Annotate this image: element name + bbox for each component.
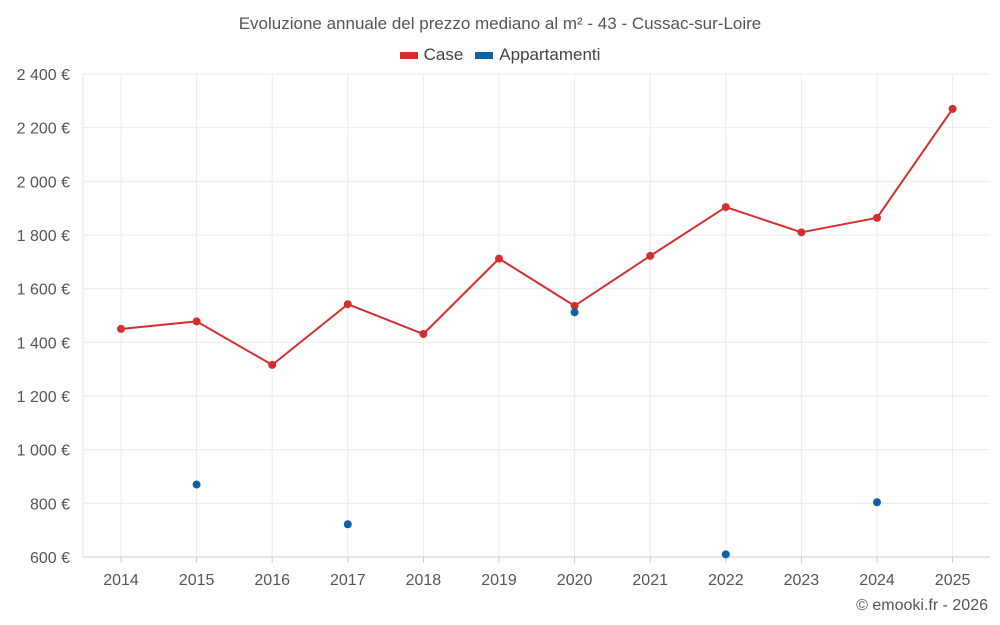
data-point-case-2014 [117,324,125,333]
data-point-appartamenti-2020 [570,308,579,317]
x-tick-label: 2015 [179,572,215,589]
y-tick-label: 2 200 € [17,121,70,138]
data-point-case-2025 [948,104,957,113]
y-tick-label: 600 € [30,550,70,567]
grid [83,73,990,558]
data-point-case-2020 [570,301,579,310]
axes: 600 € 800 € 1 000 € 1 200 € 1 400 € 1 600 € 1 … [17,67,990,589]
x-tick-label: 2025 [935,572,971,589]
x-tick-label: 2018 [406,572,442,589]
chart-title: Evoluzione annuale del prezzo mediano al… [238,14,762,33]
y-tick-label: 800 € [30,496,70,513]
data-point-case-2019 [495,254,503,263]
y-tick-label: 2 400 € [17,67,70,84]
data-point-appartamenti-2024 [873,498,881,507]
x-tick-label: 2021 [632,572,668,589]
x-tick-label: 2020 [557,572,593,589]
x-tick-label: 2016 [254,572,290,589]
x-tick-label: 2024 [859,572,895,589]
series [117,104,957,559]
legend-swatch-appartamenti [475,51,494,59]
data-point-appartamenti-2015 [192,480,201,489]
legend-label-appartamenti: Appartamenti [499,45,601,64]
data-point-case-2016 [268,360,277,369]
data-point-case-2021 [646,251,655,260]
y-tick-label: 1 600 € [17,282,70,299]
y-tick-label: 1 800 € [17,228,70,245]
y-tick-label: 1 400 € [17,335,70,352]
legend-item-appartamenti[interactable]: Appartamenti [475,45,600,65]
x-tick-label: 2023 [784,572,820,589]
data-point-case-2022 [721,203,730,212]
data-point-case-2015 [192,317,201,326]
y-tick-label: 1 000 € [17,443,70,460]
data-point-case-2024 [873,213,881,222]
data-point-appartamenti-2022 [721,550,730,559]
y-tick-label: 2 000 € [17,174,70,191]
data-point-case-2017 [343,300,352,309]
data-point-appartamenti-2017 [343,520,352,529]
credit-text: © emooki.fr - 2026 [856,597,988,614]
y-tick-label: 1 200 € [17,389,70,406]
data-point-case-2023 [797,228,806,237]
x-tick-label: 2014 [103,572,139,589]
data-point-case-2018 [419,330,428,339]
x-tick-label: 2022 [708,572,744,589]
x-tick-label: 2019 [481,572,517,589]
series-line-case [120,108,954,366]
legend-label-case: Case [423,45,464,64]
x-tick-label: 2017 [330,572,366,589]
legend-item-case[interactable]: Case [399,45,464,65]
legend: Case Appartamenti [0,45,1000,65]
legend-swatch-case [399,51,418,59]
